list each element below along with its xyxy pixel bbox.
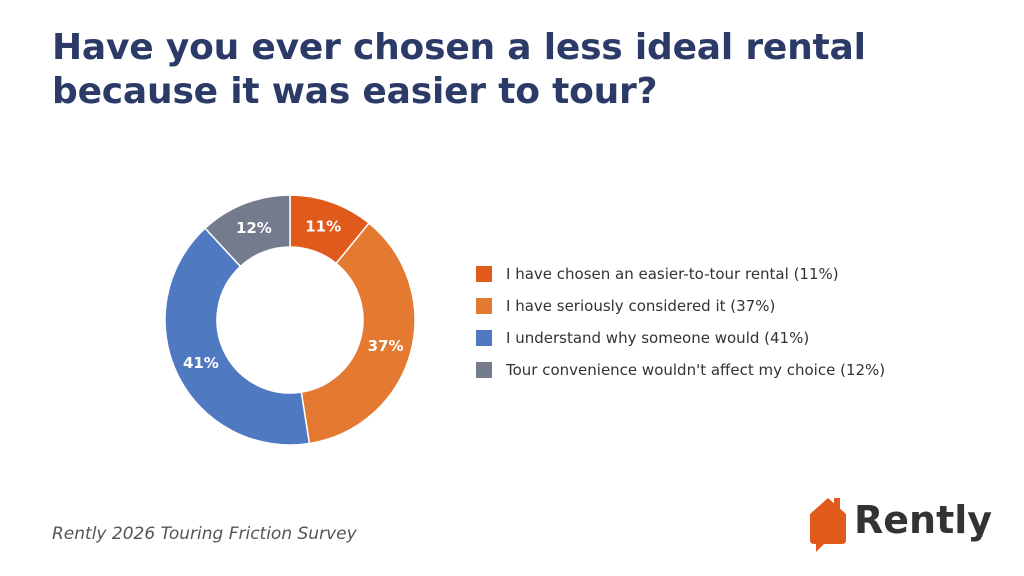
legend-item-3: I understand why someone would (41%)	[476, 322, 916, 354]
donut-slice-4	[204, 194, 291, 268]
slice-label-4: 12%	[236, 219, 272, 237]
donut-slice-3	[164, 227, 311, 446]
logo-wordmark: Rently	[854, 498, 993, 542]
slice-label-2: 37%	[368, 337, 404, 355]
house-speech-bubble-icon	[810, 498, 846, 552]
legend-label: I understand why someone would (41%)	[506, 329, 810, 347]
legend-label: I have chosen an easier-to-tour rental (…	[506, 265, 839, 283]
slice-label-1: 11%	[305, 218, 341, 236]
donut-slice-2	[300, 222, 416, 445]
source-caption: Rently 2026 Touring Friction Survey	[52, 524, 357, 544]
legend-swatch	[476, 330, 492, 346]
legend-label: Tour convenience wouldn't affect my choi…	[506, 361, 886, 379]
legend-item-1: I have chosen an easier-to-tour rental (…	[476, 258, 916, 290]
chart-legend: I have chosen an easier-to-tour rental (…	[476, 258, 916, 386]
donut-chart: 11% 37% 41% 12%	[164, 194, 416, 446]
legend-label: I have seriously considered it (37%)	[506, 297, 776, 315]
rently-logo: Rently	[806, 492, 992, 554]
legend-swatch	[476, 266, 492, 282]
slice-label-3: 41%	[183, 354, 219, 372]
legend-item-2: I have seriously considered it (37%)	[476, 290, 916, 322]
legend-swatch	[476, 298, 492, 314]
legend-item-4: Tour convenience wouldn't affect my choi…	[476, 354, 916, 386]
legend-swatch	[476, 362, 492, 378]
page-title: Have you ever chosen a less ideal rental…	[52, 27, 866, 112]
